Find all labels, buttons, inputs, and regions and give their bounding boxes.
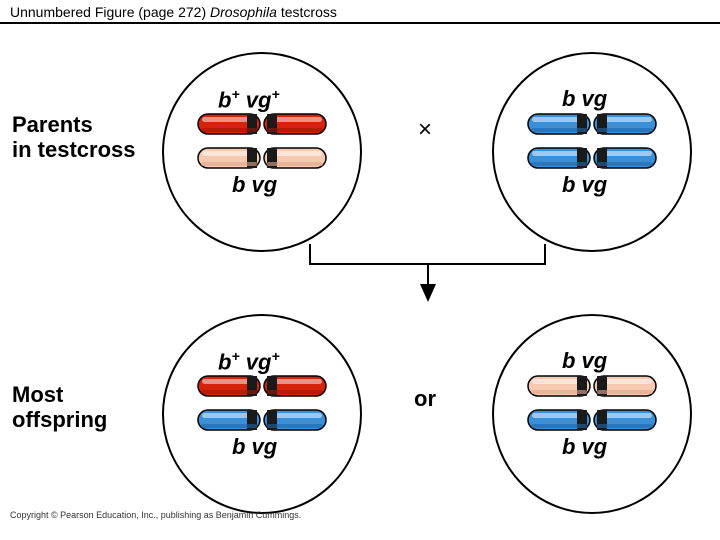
o2-bot-allele: b vg: [562, 434, 607, 460]
chromosomes-layer: [0, 24, 720, 524]
p2-bot-allele: b vg: [562, 172, 607, 198]
p1-top-allele: b+ vg+: [218, 86, 280, 113]
diagram-area: Parents in testcross Most offspring × or…: [0, 24, 720, 524]
figure-header: Unnumbered Figure (page 272) Drosophila …: [0, 0, 720, 24]
p2-top-allele: b vg: [562, 86, 607, 112]
o2-top-allele: b vg: [562, 348, 607, 374]
header-italic: Drosophila: [210, 4, 277, 20]
header-prefix: Unnumbered Figure (page 272): [10, 4, 210, 20]
p1-bot-allele: b vg: [232, 172, 277, 198]
header-suffix: testcross: [277, 4, 337, 20]
o1-bot-allele: b vg: [232, 434, 277, 460]
copyright-text: Copyright © Pearson Education, Inc., pub…: [10, 510, 301, 520]
o1-top-allele: b+ vg+: [218, 348, 280, 375]
